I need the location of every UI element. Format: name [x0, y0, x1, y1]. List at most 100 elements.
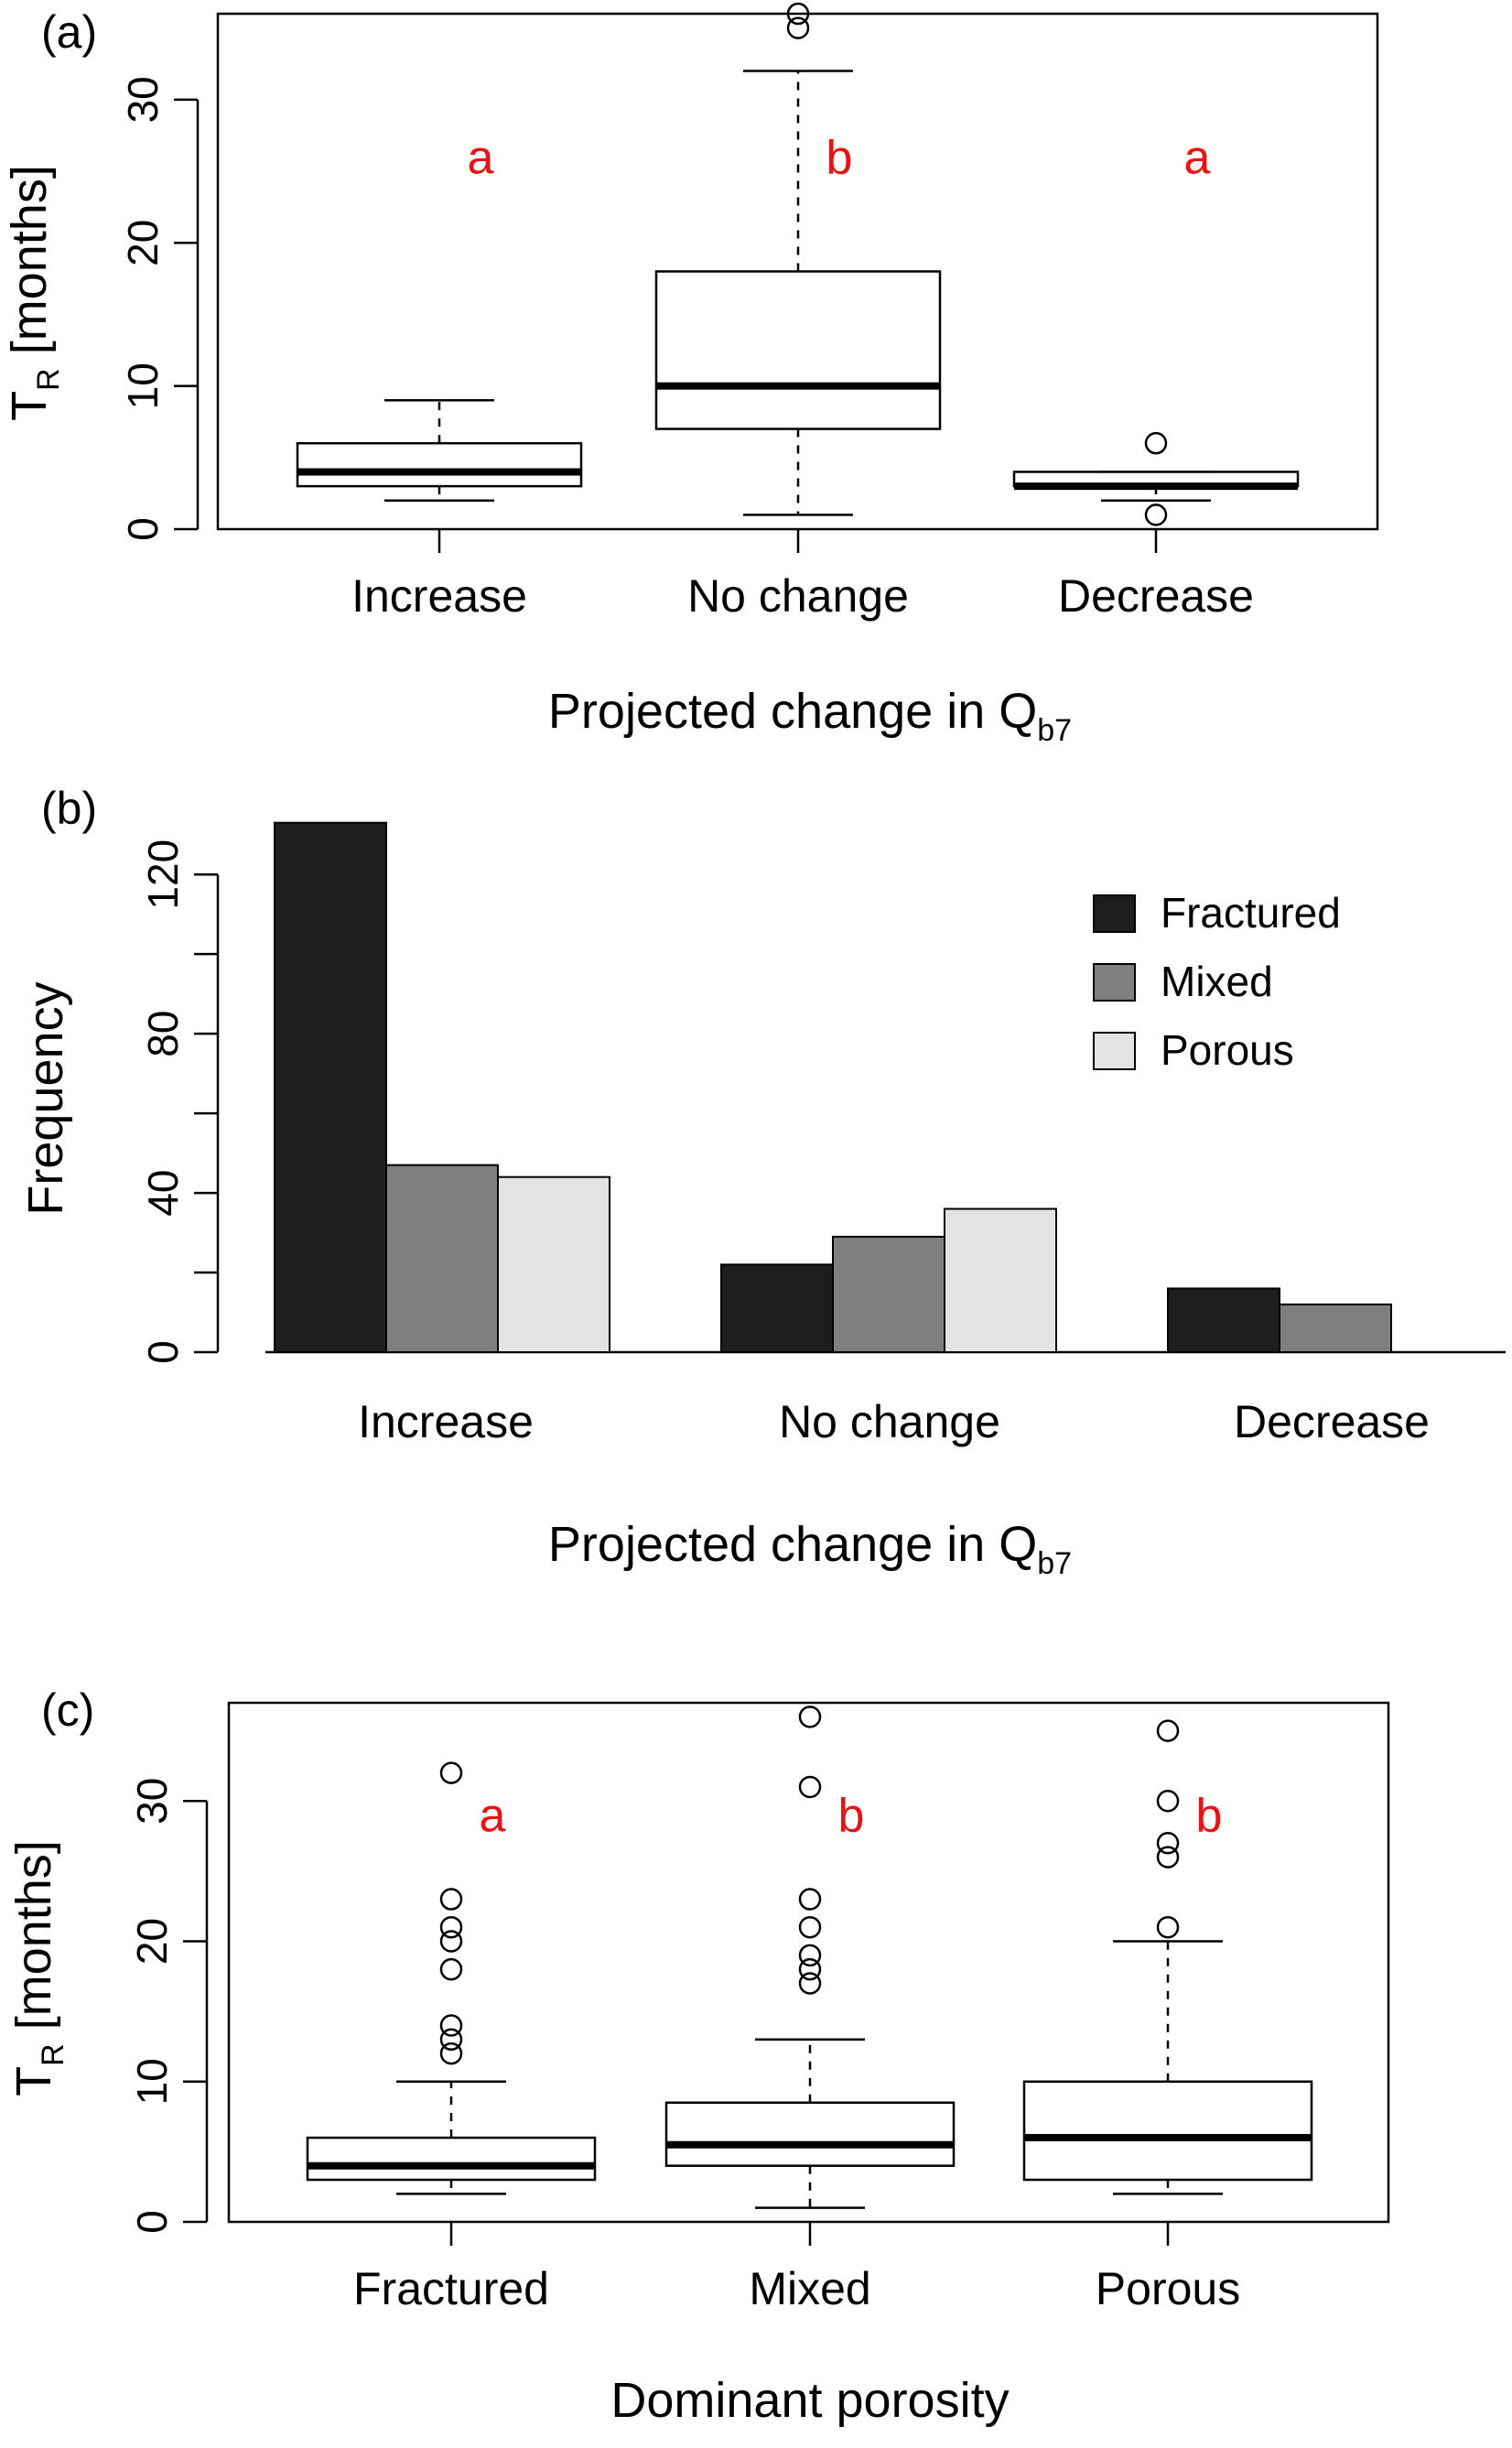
box-0 [296, 399, 583, 553]
significance-letter: a [480, 1790, 506, 1843]
legend-swatch [1093, 894, 1136, 933]
outlier-point [1156, 1915, 1180, 1939]
y-tick-label: 0 [128, 2210, 176, 2234]
panel-tag: (a) [41, 6, 97, 58]
y-axis-title-space [2, 354, 57, 368]
legend-swatch [1093, 1032, 1136, 1070]
x-axis-title-main: Projected change in Q [548, 684, 1037, 739]
panel-tag: (c) [41, 1684, 94, 1736]
outlier-point [1156, 1831, 1180, 1855]
outlier-point [798, 1706, 822, 1728]
y-tick-label: 20 [128, 1918, 176, 1965]
x-category-label: Porous [1096, 2263, 1240, 2314]
outlier-point [439, 2042, 463, 2065]
outlier-point [439, 2028, 463, 2052]
outlier-point [439, 1957, 463, 1981]
outlier-point [798, 1972, 822, 1995]
significance-letter: b [826, 131, 853, 184]
y-axis-title: Frequency [18, 981, 73, 1215]
outlier-point [798, 1915, 822, 1939]
x-axis-title-main: Projected change in Q [548, 1517, 1037, 1572]
outlier-point [439, 1888, 463, 1911]
box-iqr [664, 2101, 956, 2167]
x-axis-title-sub: b7 [1037, 713, 1072, 748]
outlier-point [1144, 431, 1168, 455]
box-1 [664, 1706, 956, 2246]
bar-fractured [274, 821, 387, 1353]
bar-mixed [1279, 1303, 1392, 1354]
significance-letter: a [468, 131, 494, 184]
box-1 [654, 2, 942, 553]
legend-label: Mixed [1161, 958, 1273, 1005]
bar-porous [497, 1175, 610, 1354]
outlier-point [798, 1957, 822, 1981]
y-axis-title-sub: R [36, 2043, 70, 2066]
box-iqr [296, 441, 583, 488]
x-category-label: No change [687, 570, 909, 622]
bar-fractured [720, 1263, 834, 1353]
y-axis-title-unit: [months] [6, 1840, 61, 2030]
y-tick-label: 40 [139, 1169, 187, 1216]
box-0 [306, 1761, 597, 2246]
y-axis-title-unit: [months] [2, 165, 57, 354]
box-iqr [306, 2136, 597, 2182]
outlier-point [439, 2014, 463, 2037]
significance-letter: a [1184, 131, 1211, 184]
bar-fractured [1167, 1287, 1280, 1354]
x-category-label: Decrease [1234, 1396, 1430, 1447]
box-2 [1022, 1719, 1313, 2246]
y-tick-label: 0 [119, 517, 167, 541]
y-axis-title-space [6, 2030, 61, 2043]
y-tick-label: 30 [128, 1778, 176, 1825]
bar-mixed [832, 1235, 945, 1353]
outlier-point [786, 2, 810, 26]
panel-a: 0 10 20 30 (a) TR [months] Increase a No change b… [2, 2, 1379, 748]
y-tick-label: 30 [119, 76, 167, 123]
x-axis-title-sub: b7 [1037, 1546, 1072, 1581]
y-axis-title-main: T [2, 391, 57, 421]
x-category-label: Fractured [353, 2263, 549, 2314]
box-2 [1012, 431, 1300, 553]
legend-label: Porous [1161, 1026, 1294, 1074]
outlier-point [786, 16, 810, 39]
x-axis-title: Projected change in Qb7 [548, 684, 1072, 748]
outlier-point [798, 1944, 822, 1967]
y-tick-label: 20 [119, 220, 167, 266]
outlier-point [1156, 1846, 1180, 1868]
plot-frame [227, 1701, 1390, 2224]
x-category-label: Increase [358, 1396, 534, 1447]
y-axis-title-main: T [6, 2066, 61, 2096]
legend: Fractured Mixed Porous [1093, 889, 1341, 1074]
legend-label: Fractured [1161, 889, 1341, 937]
x-category-label: Increase [351, 570, 527, 622]
outlier-point [439, 1761, 463, 1784]
panel-b: 0 40 80 120 (b) Frequency Increase No change Dec… [18, 783, 1506, 1581]
outlier-point [798, 1775, 822, 1799]
box-iqr [654, 270, 942, 430]
outlier-point [798, 1888, 822, 1911]
y-tick-label: 120 [139, 839, 187, 910]
y-axis-title-sub: R [31, 368, 66, 391]
significance-letter: b [1196, 1790, 1223, 1843]
y-tick-label: 0 [139, 1340, 187, 1364]
outlier-point [1156, 1719, 1180, 1742]
box-iqr [1022, 2080, 1313, 2182]
y-axis-title: TR [months] [2, 165, 66, 421]
x-axis-title: Projected change in Qb7 [548, 1517, 1072, 1581]
outlier-point [439, 1915, 463, 1939]
panel-c: 0 10 20 30 (c) TR [months] Fractured a Mixed b Por… [6, 1684, 1390, 2428]
y-tick-label: 80 [139, 1011, 187, 1057]
outlier-point [439, 1930, 463, 1953]
x-axis-title: Dominant porosity [610, 2373, 1009, 2428]
outlier-point [1156, 1790, 1180, 1813]
outlier-point [1144, 504, 1168, 526]
bar-mixed [385, 1164, 499, 1354]
x-axis-title-main: Dominant porosity [610, 2373, 1009, 2428]
y-axis-title: TR [months] [6, 1840, 70, 2096]
panel-tag: (b) [41, 783, 97, 834]
x-category-label: Mixed [749, 2263, 870, 2314]
bar-porous [944, 1208, 1057, 1354]
significance-letter: b [838, 1790, 865, 1843]
y-tick-label: 10 [119, 363, 167, 409]
